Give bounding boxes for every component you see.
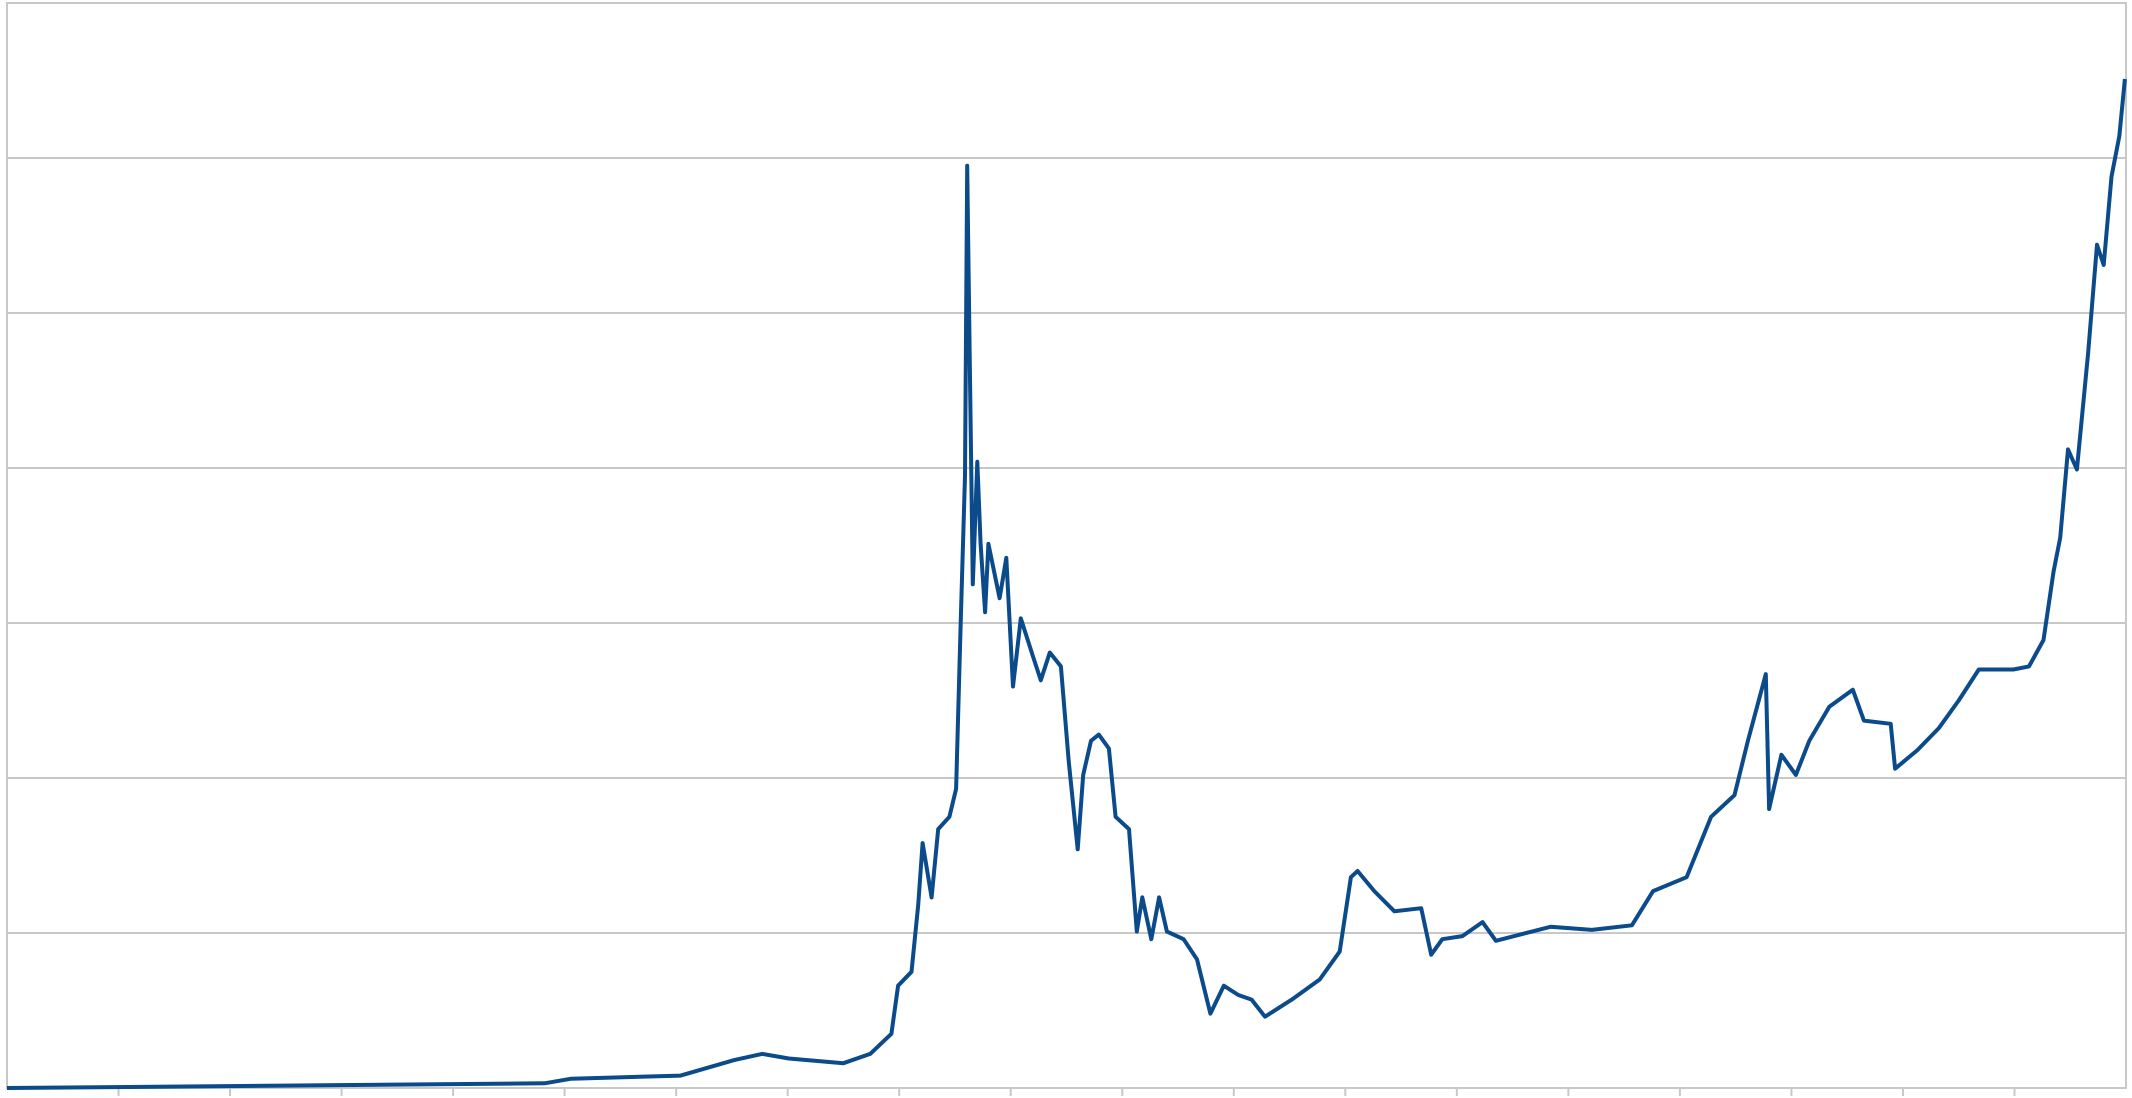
line <box>6 78 2127 1090</box>
plot-area <box>6 2 2127 1089</box>
